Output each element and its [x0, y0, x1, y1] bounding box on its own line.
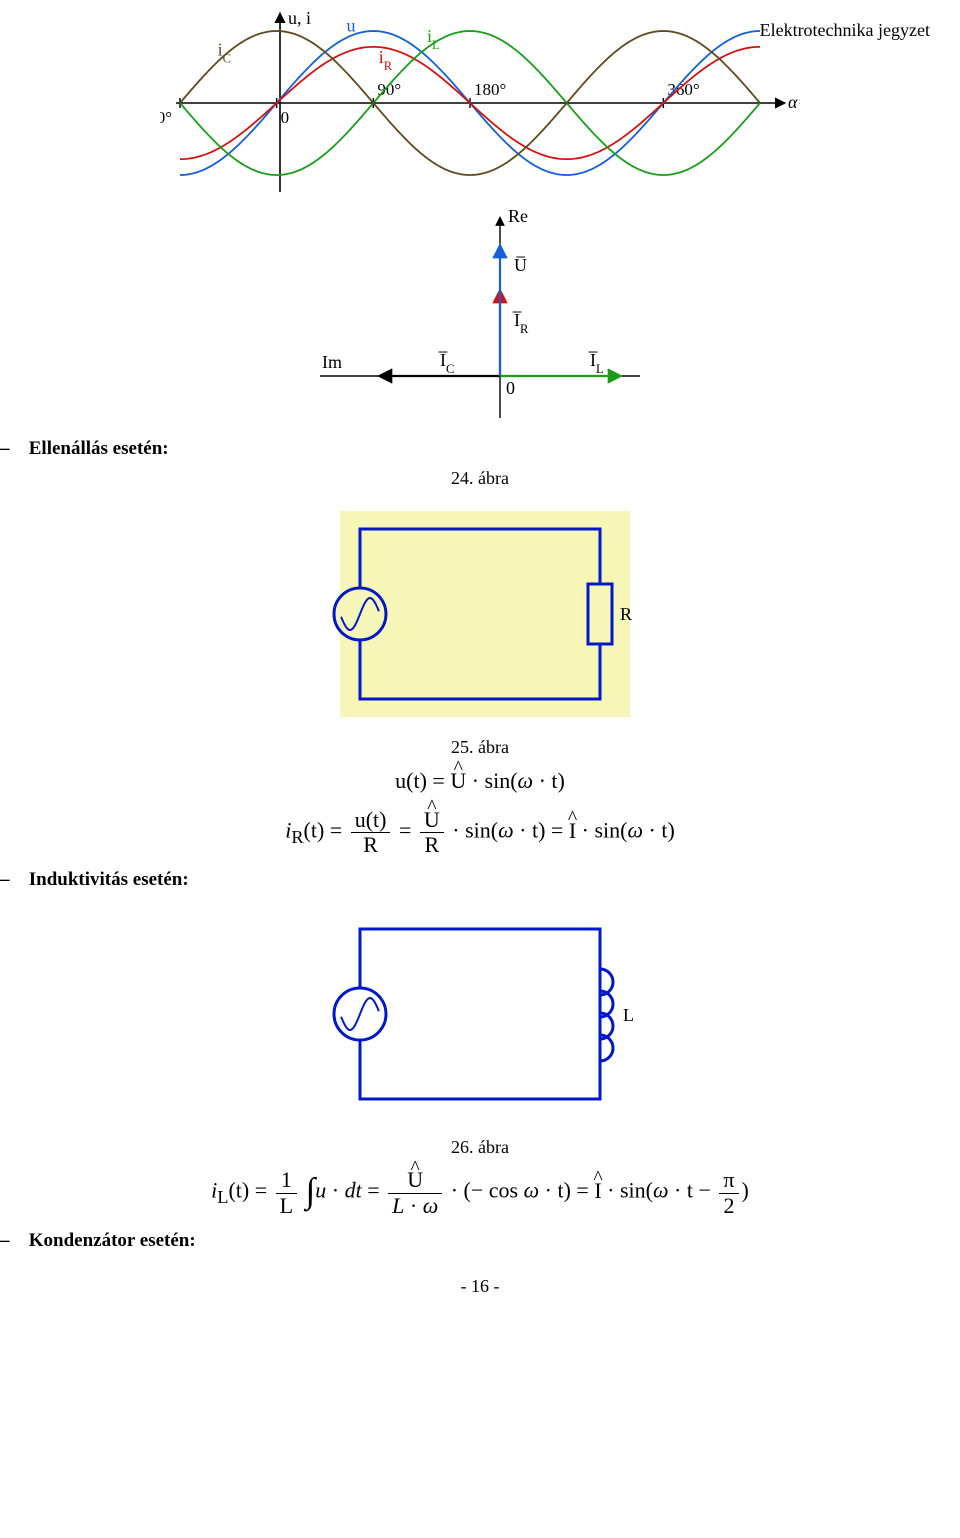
- svg-text:α=ωt: α=ωt: [788, 92, 800, 112]
- svg-text:u: u: [346, 16, 355, 36]
- svg-text:Im: Im: [322, 352, 342, 372]
- svg-text:-90°: -90°: [160, 108, 172, 127]
- svg-text:iR: iR: [379, 47, 393, 73]
- section-title-text: Induktivitás esetén:: [29, 869, 189, 890]
- svg-text:180°: 180°: [474, 80, 506, 99]
- section-resistance: – Ellenállás esetén:: [0, 438, 960, 460]
- page-number: - 16 -: [0, 1276, 960, 1297]
- figure-phasor: Re Im 0 I̅C I̅L I̅R U̅: [300, 206, 660, 426]
- svg-text:iL: iL: [427, 26, 440, 52]
- equation-u-of-t: u(t) = U · sin(ω · t): [0, 768, 960, 794]
- section-capacitor: – Kondenzátor esetén:: [0, 1230, 960, 1252]
- figure-circuit-l: U(t)L: [320, 899, 640, 1129]
- svg-text:0: 0: [506, 378, 515, 398]
- svg-text:I̅L: I̅L: [588, 350, 604, 376]
- svg-text:U̅: U̅: [514, 255, 527, 275]
- caption-25: 25. ábra: [0, 737, 960, 758]
- svg-text:iC: iC: [218, 40, 231, 66]
- svg-text:I̅R: I̅R: [512, 310, 529, 336]
- page-header: Elektrotechnika jegyzet: [760, 20, 930, 41]
- svg-text:Re: Re: [508, 206, 528, 226]
- svg-text:0: 0: [281, 108, 290, 127]
- bullet: –: [0, 438, 24, 460]
- svg-text:R: R: [620, 604, 632, 624]
- figure-waveforms: u, i-90°090°180°360°α=ωtuiRiLiC: [160, 8, 800, 198]
- caption-26: 26. ábra: [0, 1137, 960, 1158]
- section-title-text: Kondenzátor esetén:: [29, 1230, 196, 1251]
- svg-text:90°: 90°: [377, 80, 401, 99]
- section-title-text: Ellenállás esetén:: [29, 438, 169, 459]
- bullet: –: [0, 869, 24, 891]
- caption-24: 24. ábra: [0, 468, 960, 489]
- bullet: –: [0, 1230, 24, 1252]
- svg-text:u, i: u, i: [288, 8, 311, 28]
- equation-ir-of-t: iR(t) = u(t)R = UR · sin(ω · t) = I · si…: [0, 808, 960, 857]
- svg-text:I̅C: I̅C: [438, 350, 454, 376]
- section-inductance: – Induktivitás esetén:: [0, 869, 960, 891]
- svg-text:L: L: [623, 1005, 634, 1025]
- equation-il-of-t: iL(t) = 1L ∫u · dt = UL · ω · (− cos ω ·…: [0, 1168, 960, 1217]
- figure-circuit-r: U(t)R: [320, 499, 640, 729]
